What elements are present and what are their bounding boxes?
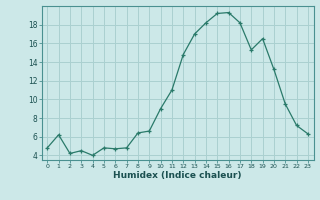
X-axis label: Humidex (Indice chaleur): Humidex (Indice chaleur) [113,171,242,180]
